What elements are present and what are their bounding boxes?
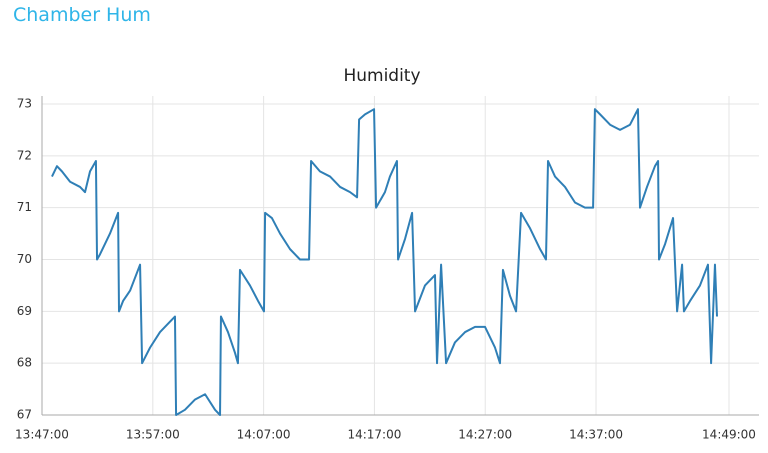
- x-tick-label: 14:49:00: [702, 428, 756, 442]
- x-tick-label: 13:47:00: [15, 428, 69, 442]
- y-tick-label: 72: [17, 148, 32, 162]
- x-tick-label: 14:07:00: [237, 428, 291, 442]
- x-tick-label: 14:27:00: [458, 428, 512, 442]
- widget-header: Chamber Hum: [13, 4, 151, 26]
- x-tick-label: 13:57:00: [126, 428, 180, 442]
- y-tick-label: 73: [17, 97, 32, 111]
- y-tick-label: 68: [17, 356, 32, 370]
- y-tick-label: 71: [17, 200, 32, 214]
- data-line: [51, 108, 718, 416]
- chart-title: Humidity: [343, 66, 420, 86]
- y-tick-label: 67: [17, 408, 32, 422]
- x-tick-label: 14:17:00: [347, 428, 401, 442]
- y-tick-label: 70: [17, 252, 32, 266]
- x-tick-label: 14:37:00: [569, 428, 623, 442]
- y-tick-label: 69: [17, 304, 32, 318]
